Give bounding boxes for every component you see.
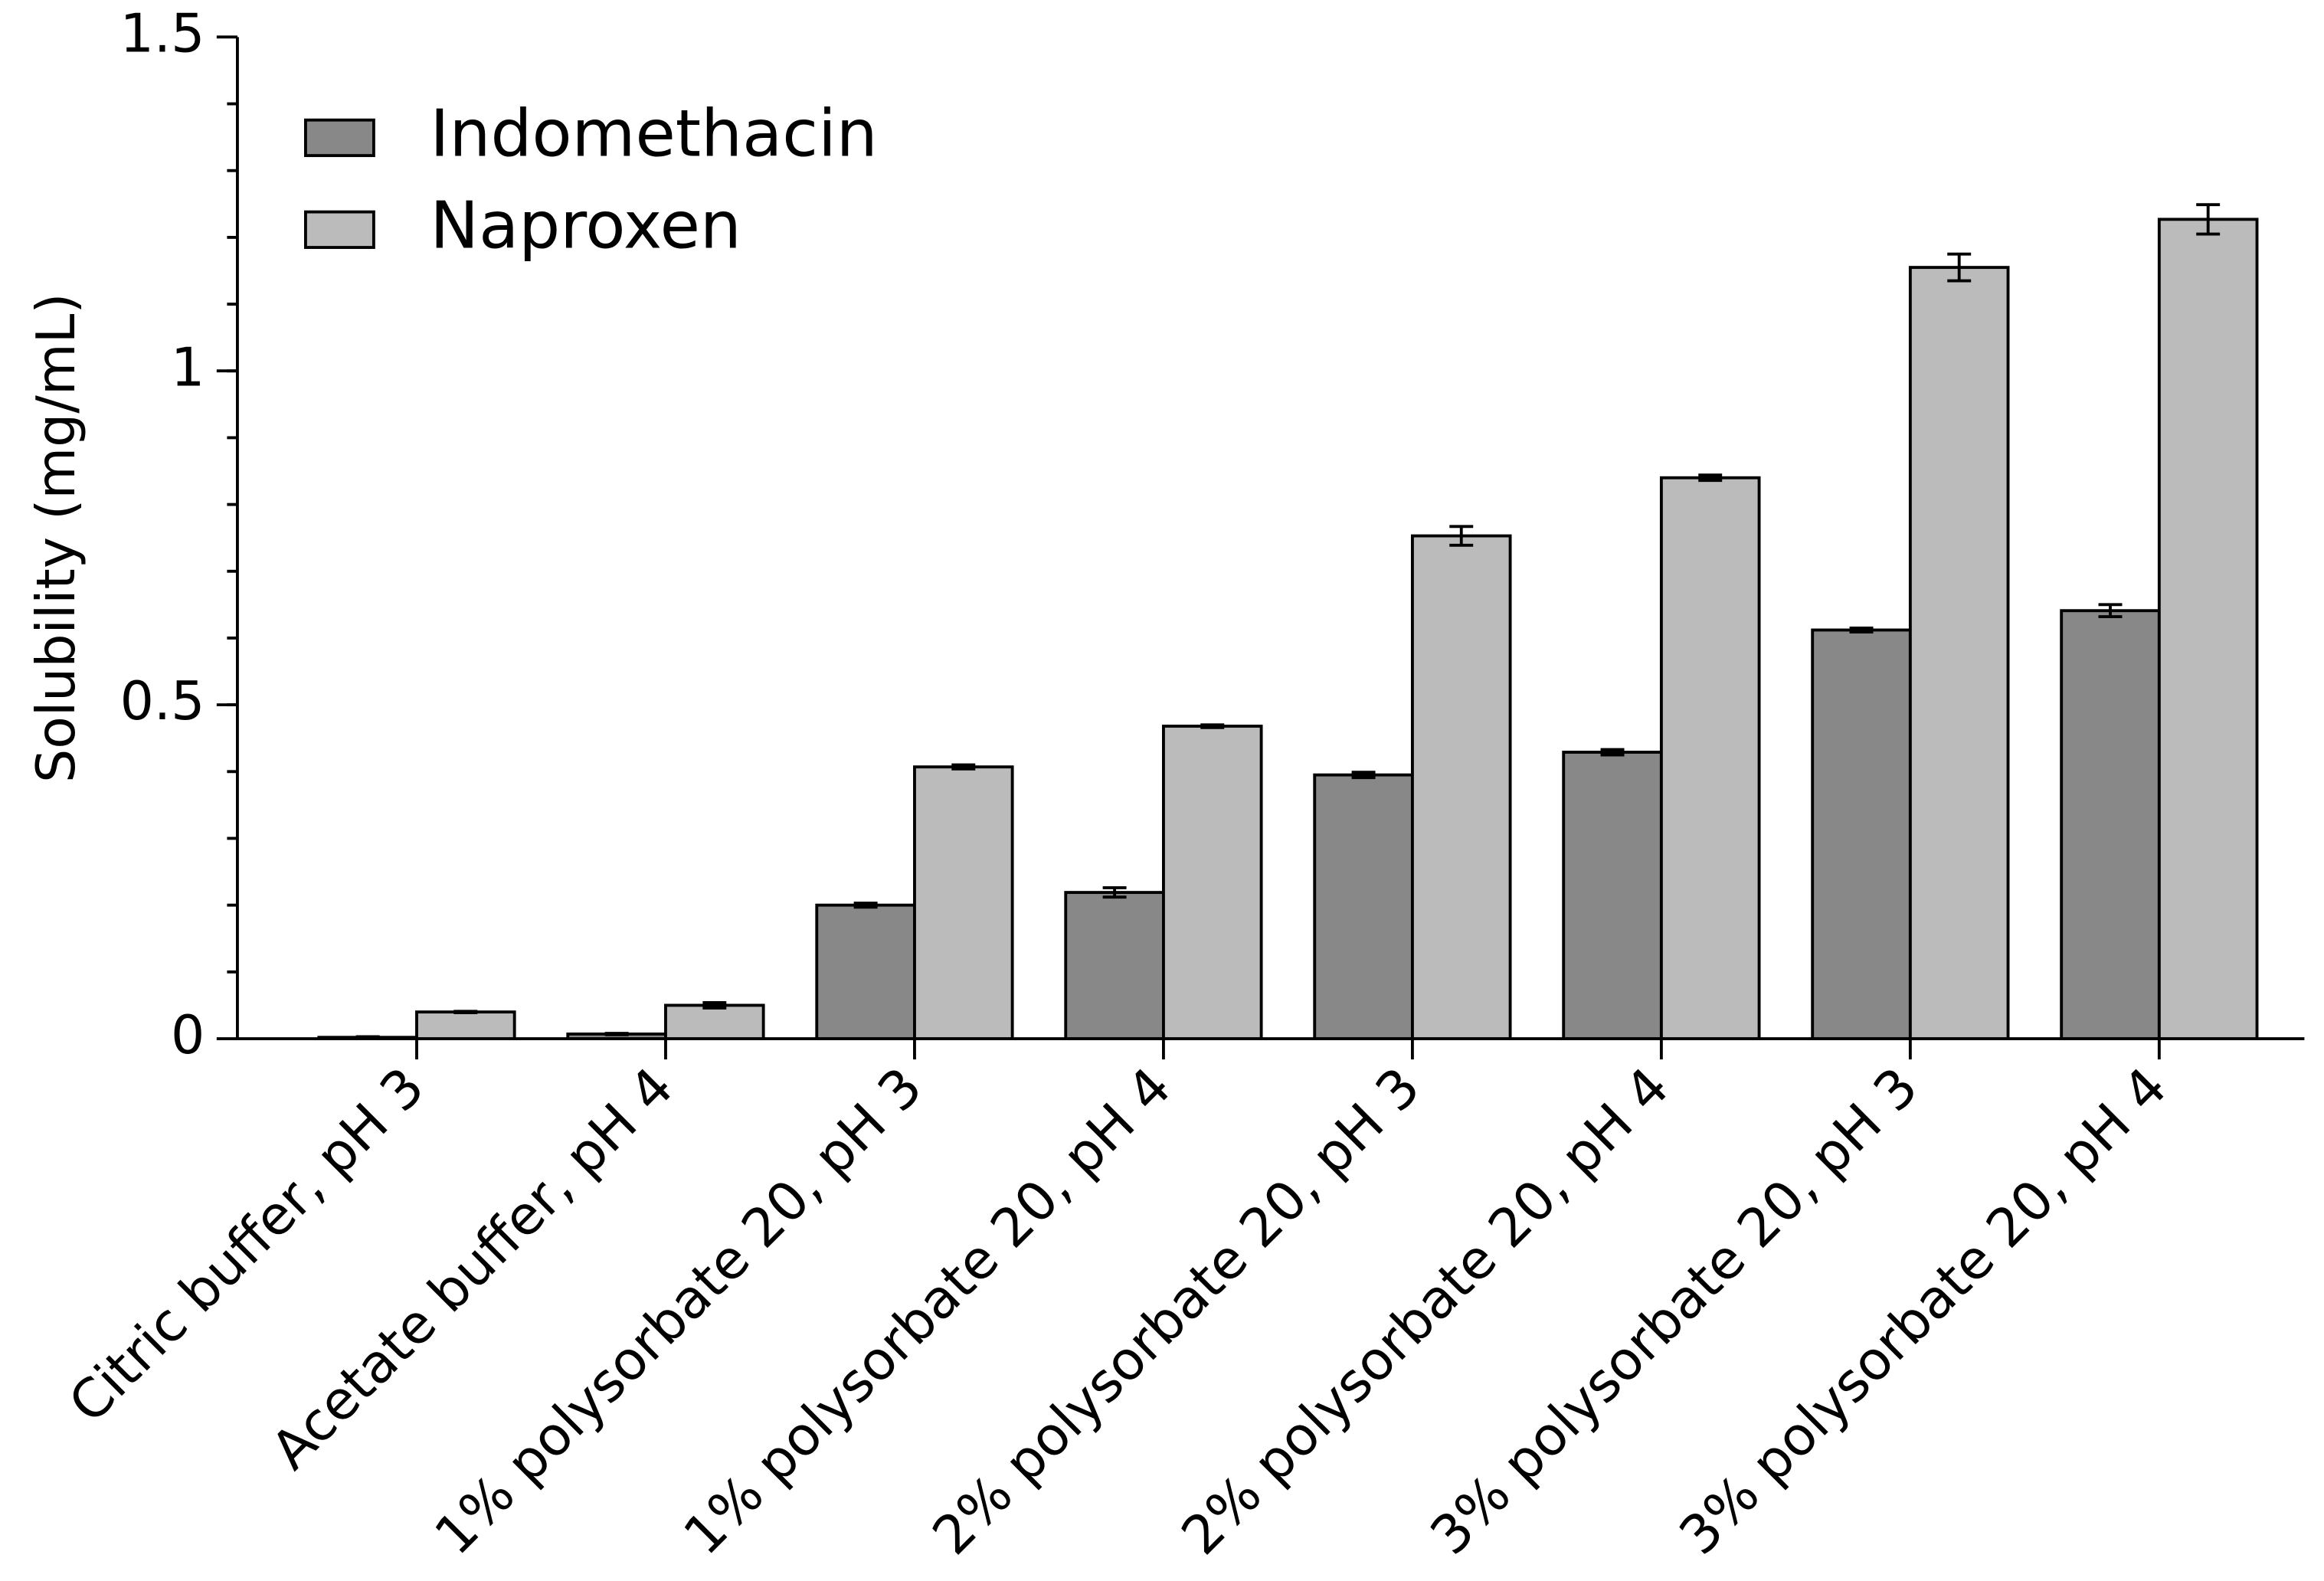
bar	[1562, 751, 1663, 1040]
x-tick-label: 2% polysorbate 20, pH 3	[921, 1056, 1432, 1566]
bar	[415, 1010, 516, 1040]
y-tick-label: 0.5	[120, 670, 205, 732]
x-tick-label: 2% polysorbate 20, pH 4	[1170, 1056, 1681, 1566]
error-bar	[1947, 252, 1972, 283]
error-bar	[453, 1010, 478, 1014]
y-tick-label: 0	[171, 1004, 205, 1066]
error-bar	[1200, 723, 1225, 729]
error-bar	[1102, 886, 1127, 899]
bar	[815, 903, 916, 1040]
error-bar	[1600, 748, 1625, 757]
error-bar	[1449, 525, 1474, 547]
bar	[664, 1003, 765, 1040]
error-bar	[1698, 473, 1723, 483]
legend-swatch	[303, 118, 375, 158]
error-bar	[2098, 603, 2123, 618]
error-bar	[951, 763, 976, 771]
error-bar	[604, 1032, 629, 1036]
bar	[1908, 266, 2010, 1040]
error-bar	[1849, 626, 1874, 634]
error-bar	[1351, 771, 1376, 780]
x-tick-label: 1% polysorbate 20, pH 4	[672, 1056, 1183, 1566]
y-axis-label: Solubility (mg/mL)	[25, 293, 87, 783]
x-tick-label: 3% polysorbate 20, pH 3	[1419, 1056, 1930, 1566]
y-tick-label: 1	[171, 336, 205, 398]
legend-label: Naproxen	[430, 188, 741, 264]
bar	[1659, 476, 1761, 1040]
error-bar	[702, 1001, 727, 1010]
error-bar	[355, 1035, 380, 1040]
error-bar	[2196, 203, 2221, 236]
x-tick-label: 1% polysorbate 20, pH 3	[423, 1056, 934, 1566]
bar	[1313, 773, 1414, 1040]
bar	[2157, 218, 2259, 1040]
bar	[1811, 628, 1912, 1040]
bar	[913, 765, 1014, 1040]
bar	[2060, 609, 2161, 1040]
error-bar	[853, 902, 878, 909]
bar	[1410, 534, 1512, 1040]
bar	[1064, 891, 1165, 1040]
bar	[1162, 725, 1263, 1040]
legend-swatch	[303, 210, 375, 249]
x-tick-label: Acetate buffer, pH 4	[260, 1056, 686, 1481]
y-tick-label: 1.5	[120, 2, 205, 64]
legend-label: Indomethacin	[430, 96, 877, 172]
x-tick-label: 3% polysorbate 20, pH 4	[1668, 1056, 2178, 1566]
